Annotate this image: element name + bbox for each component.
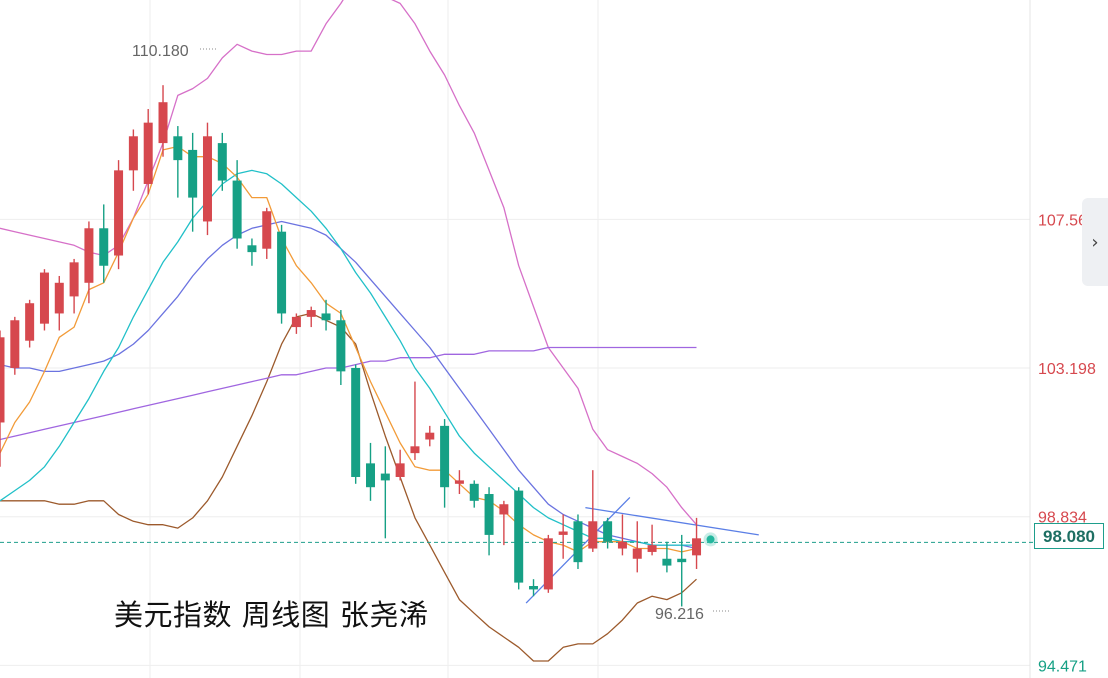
candle-body-23 <box>336 320 346 372</box>
candle-body-39 <box>573 521 583 563</box>
candle-body-35 <box>514 490 524 583</box>
y-tick-1: 103.198 <box>1038 361 1096 378</box>
candle-body-4 <box>54 282 64 314</box>
candle-body-43 <box>632 548 642 559</box>
candle-body-16 <box>232 180 242 239</box>
candle-body-18 <box>262 211 272 249</box>
candle-body-1 <box>10 320 20 368</box>
candle-body-6 <box>84 228 94 283</box>
candle-body-14 <box>202 136 212 222</box>
candle-body-22 <box>321 313 331 321</box>
annotations: 110.180 96.216 <box>132 43 729 623</box>
candle-body-5 <box>69 262 79 297</box>
candle-body-42 <box>617 541 627 549</box>
long-ma-line <box>0 346 697 441</box>
annotation-low-label: 96.216 <box>655 606 704 623</box>
candle-body-9 <box>128 136 138 171</box>
candle-body-47 <box>692 538 702 556</box>
candle-body-32 <box>469 483 479 501</box>
candle-body-34 <box>499 504 509 515</box>
candle-body-21 <box>306 310 316 317</box>
chart-title: 美元指数 周线图 张尧浠 <box>114 598 429 632</box>
candle-body-11 <box>158 102 168 144</box>
candle-body-40 <box>588 521 598 549</box>
candle-body-24 <box>351 367 361 477</box>
candle-body-20 <box>291 316 301 328</box>
candle-body-44 <box>647 545 657 552</box>
candle-body-10 <box>143 122 153 184</box>
candle-body-2 <box>25 303 35 341</box>
candle-body-28 <box>410 446 420 454</box>
candle-body-45 <box>662 558 672 566</box>
candle-body-31 <box>454 480 464 484</box>
candle-body-38 <box>558 531 568 535</box>
candle-body-46 <box>677 558 687 563</box>
candle-body-37 <box>543 538 553 590</box>
candle-body-30 <box>440 425 450 488</box>
y-tick-2: 98.834 <box>1038 510 1087 527</box>
y-tick-3: 94.471 <box>1038 658 1087 675</box>
candle-body-17 <box>247 245 257 253</box>
candle-body-26 <box>380 473 390 481</box>
annotation-high-label: 110.180 <box>132 43 189 60</box>
current-price-tag: 98.080 <box>1034 523 1104 549</box>
candles <box>0 85 718 607</box>
trendline-upper <box>585 507 759 536</box>
candle-body-25 <box>366 463 375 488</box>
candle-body-33 <box>484 494 494 535</box>
last-price-dot <box>706 535 715 544</box>
candle-body-15 <box>217 143 227 181</box>
candle-body-7 <box>99 228 109 266</box>
candle-body-19 <box>277 231 287 314</box>
candle-body-41 <box>603 521 613 542</box>
candle-body-0 <box>0 337 5 423</box>
candle-body-29 <box>425 432 435 440</box>
ma20-line <box>0 220 697 550</box>
candle-body-13 <box>188 149 198 198</box>
candle-body-36 <box>529 586 539 590</box>
scroll-right-button[interactable]: › <box>1082 198 1108 286</box>
candle-body-3 <box>39 272 49 324</box>
ma5-line <box>0 145 697 553</box>
candle-body-8 <box>114 170 124 256</box>
y-axis: 107.562 103.198 98.834 94.471 <box>1038 212 1096 675</box>
bollinger-lower-line <box>0 312 697 662</box>
chevron-right-icon: › <box>1091 231 1099 253</box>
y-tick-0: 107.562 <box>1038 212 1096 229</box>
ma10-line <box>0 169 697 546</box>
candle-body-12 <box>173 136 183 161</box>
candle-body-27 <box>395 463 405 477</box>
